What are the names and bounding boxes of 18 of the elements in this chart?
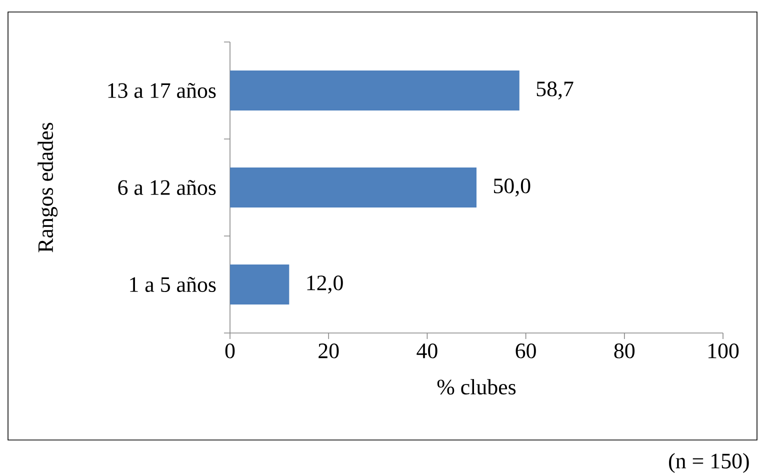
y-tick-label: 13 a 17 años	[108, 83, 216, 98]
x-tick-label: 40	[416, 343, 438, 358]
x-axis-title: % clubes	[437, 379, 516, 395]
y-axis-title: Rangos edades	[38, 122, 58, 252]
x-tick-label: 20	[318, 343, 339, 358]
x-tick-label: 60	[516, 343, 536, 358]
data-label: 58,7	[536, 82, 574, 100]
y-tick-label: 1 a 5 años	[130, 276, 216, 292]
bar	[230, 264, 290, 304]
data-label: 12,0	[307, 276, 343, 294]
bar	[230, 70, 520, 110]
x-tick-label: 80	[614, 343, 635, 358]
x-tick-label: 0	[225, 343, 235, 358]
data-label: 50,0	[494, 178, 530, 196]
text: (n = 150)	[669, 453, 749, 473]
y-tick-label: 6 a 12 años	[118, 180, 216, 195]
bar	[230, 167, 477, 208]
x-tick-label: 100	[708, 343, 739, 358]
